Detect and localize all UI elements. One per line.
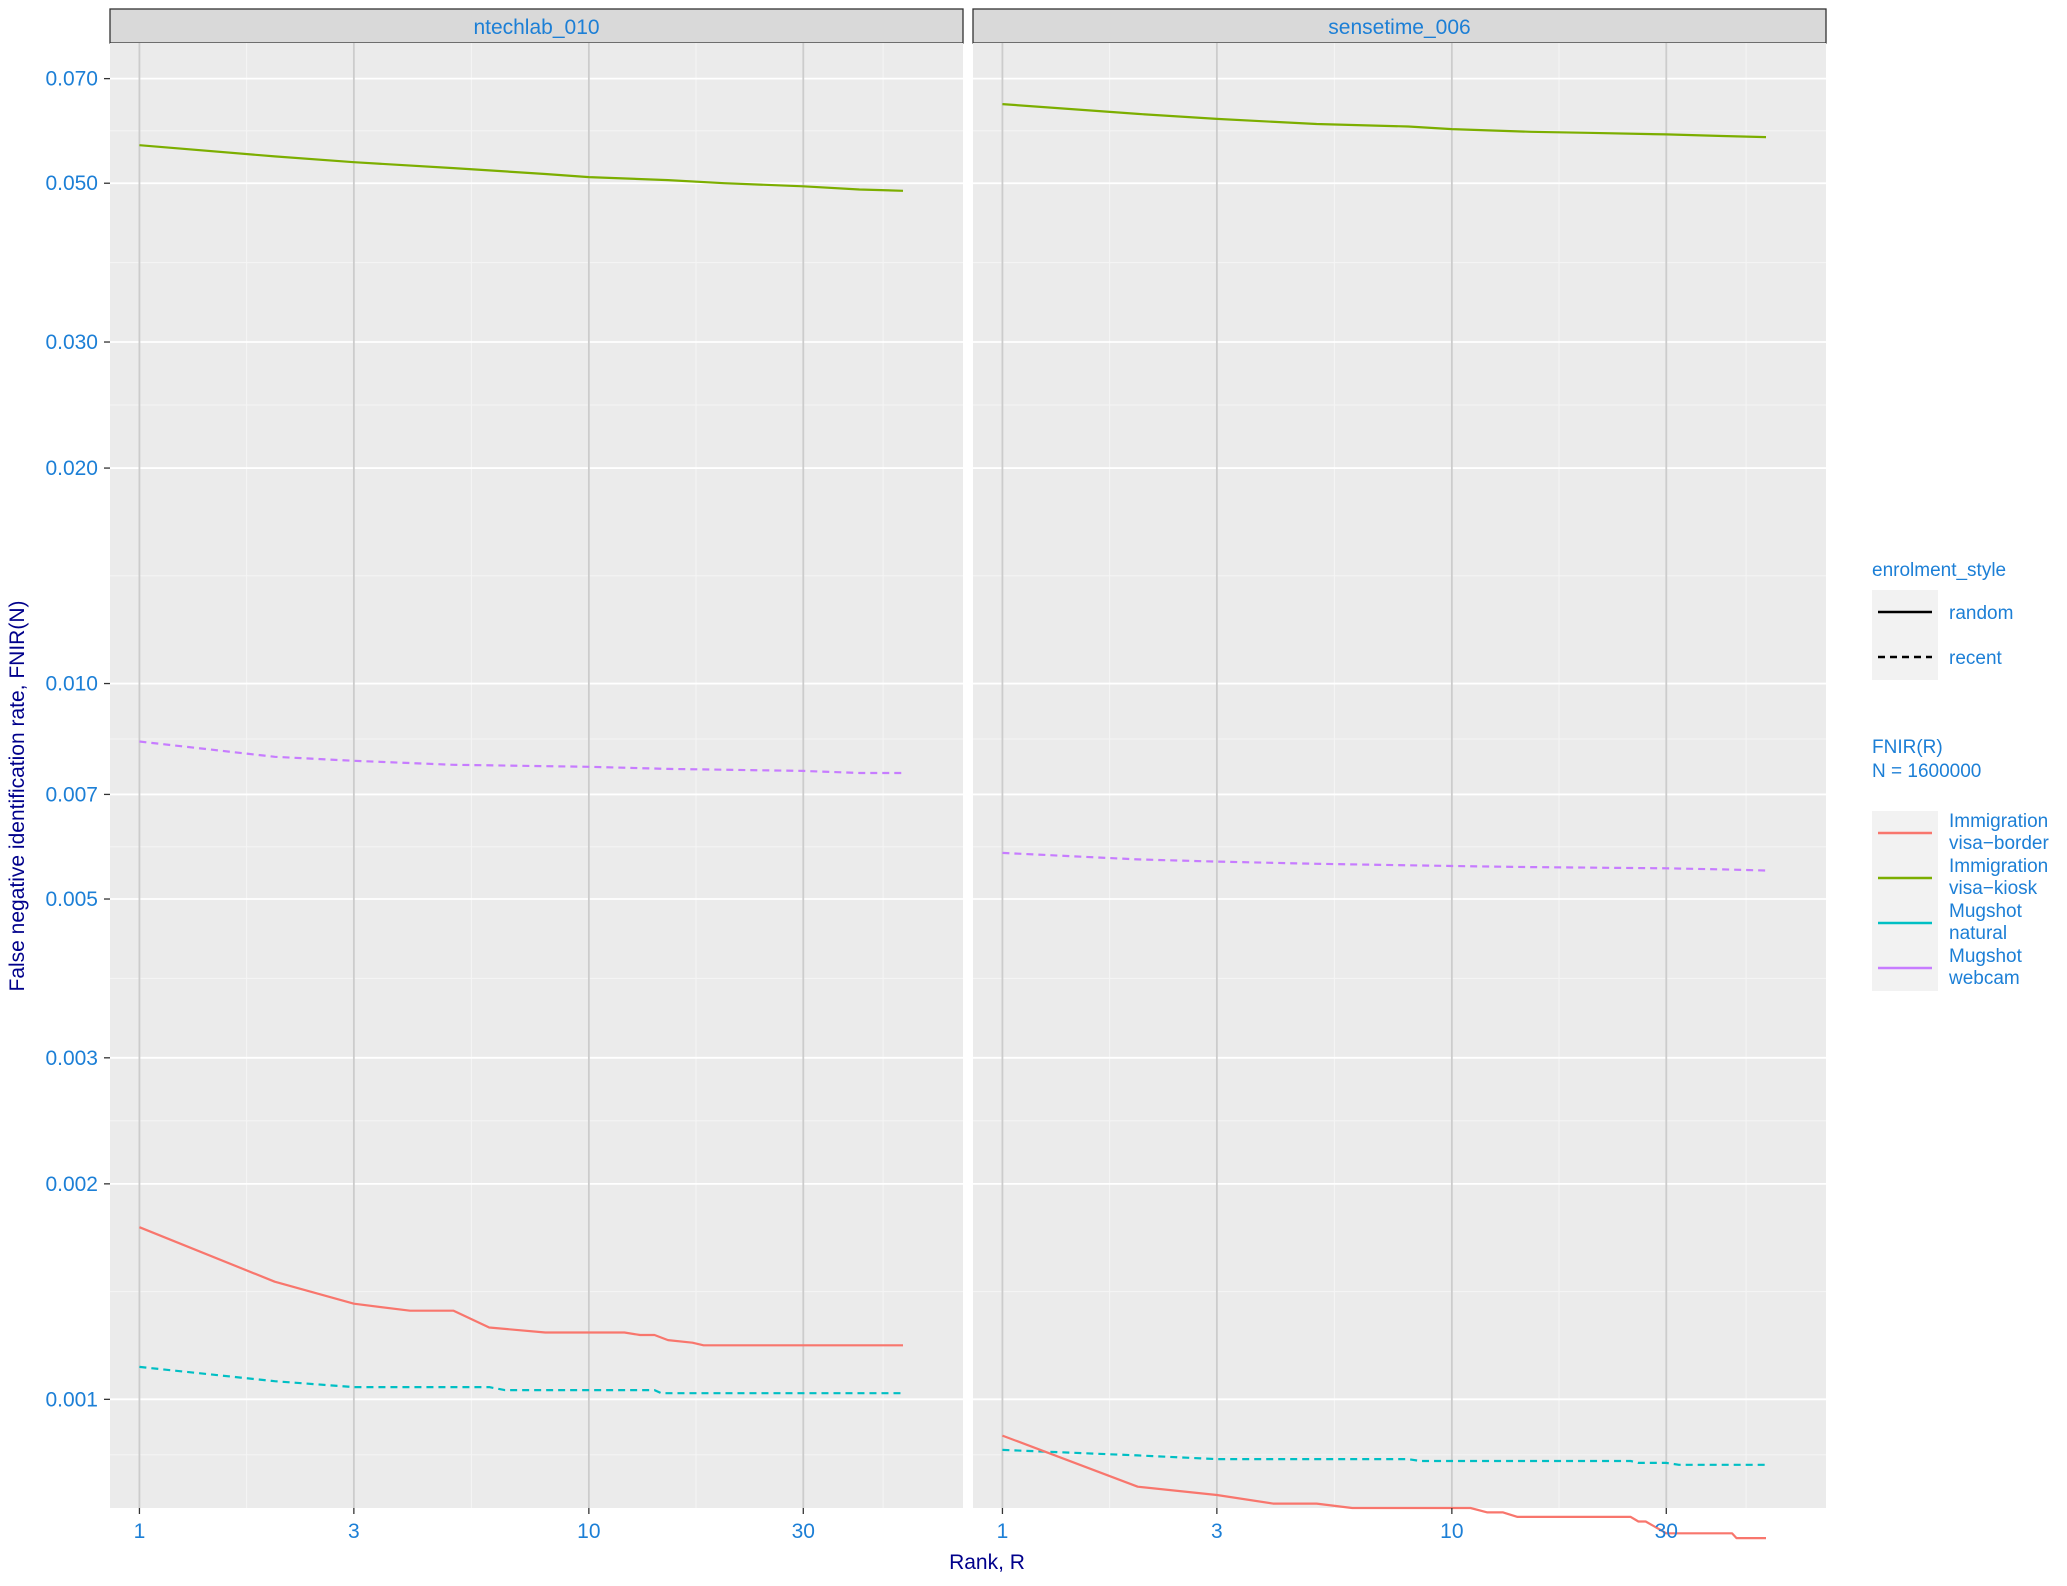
legend-label-series: Immigration	[1949, 856, 2048, 877]
y-tick-label: 0.020	[45, 457, 98, 480]
panels-layer: ntechlab_010 sensetime_006	[109, 8, 1827, 1540]
y-tick-label: 0.050	[45, 172, 98, 195]
y-tick-label: 0.001	[45, 1388, 98, 1411]
series-line-immigration-visa-border	[138, 1226, 903, 1347]
y-tick-label: 0.010	[45, 673, 98, 696]
y-axis: 0.001 0.002 0.003 0.005 0.007 0.010 0.020 0.030…	[45, 68, 110, 1411]
y-tick-label: 0.007	[45, 783, 98, 806]
legend-title-fnir: N = 1600000	[1872, 761, 1981, 782]
legend-label-series: Mugshot	[1949, 946, 2023, 967]
series-line-mugshot-webcam	[1002, 851, 1767, 872]
panel-background	[973, 43, 1826, 1508]
x-tick-label: 30	[1655, 1520, 1678, 1543]
legend-label-series: Immigration	[1949, 811, 2048, 832]
facet-strip-title: sensetime_006	[1328, 16, 1470, 39]
facet-panel-ntechlab_010: ntechlab_010	[109, 8, 964, 1508]
series-line-immigration-visa-kiosk	[139, 144, 904, 192]
legend-label-series: natural	[1949, 923, 2007, 944]
y-tick-label: 0.002	[45, 1173, 98, 1196]
facet-strip	[109, 8, 964, 44]
y-axis-title: False negative identification rate, FNIR…	[6, 601, 29, 992]
series-line-mugshot-webcam	[139, 740, 903, 775]
y-tick-label: 0.070	[45, 68, 98, 91]
facet-strip-title: ntechlab_010	[473, 16, 599, 39]
x-tick-label: 10	[1440, 1520, 1463, 1543]
y-tick-label: 0.030	[45, 331, 98, 354]
series-line-immigration-visa-border	[1002, 1434, 1766, 1540]
legend-label-recent: recent	[1949, 648, 2003, 669]
facet-strip	[972, 8, 1827, 44]
legend-label-series: webcam	[1948, 968, 2020, 989]
x-tick-label: 1	[134, 1520, 146, 1543]
legend-label-series: visa−border	[1949, 833, 2049, 854]
x-tick-label: 10	[577, 1520, 600, 1543]
facet-panel-sensetime_006: sensetime_006	[972, 8, 1827, 1540]
y-tick-label: 0.003	[45, 1047, 98, 1070]
legend-label-random: random	[1949, 603, 2013, 624]
legend-title-enrolment: enrolment_style	[1872, 560, 2006, 581]
x-tick-label: 30	[792, 1520, 815, 1543]
legend-title-fnir: FNIR(R)	[1872, 737, 1943, 758]
x-tick-label: 3	[1211, 1520, 1223, 1543]
x-tick-label: 1	[997, 1520, 1009, 1543]
y-tick-label: 0.005	[45, 888, 98, 911]
x-tick-label: 3	[348, 1520, 360, 1543]
series-line-mugshot-natural	[139, 1365, 903, 1395]
x-axis: 1 3 10 30 1 3 10 30	[134, 1508, 1678, 1543]
panel-background	[110, 43, 963, 1508]
series-line-immigration-visa-kiosk	[1002, 103, 1767, 139]
x-axis-title: Rank, R	[949, 1551, 1025, 1574]
legend-label-series: visa−kiosk	[1949, 878, 2038, 899]
legend-label-series: Mugshot	[1949, 901, 2023, 922]
